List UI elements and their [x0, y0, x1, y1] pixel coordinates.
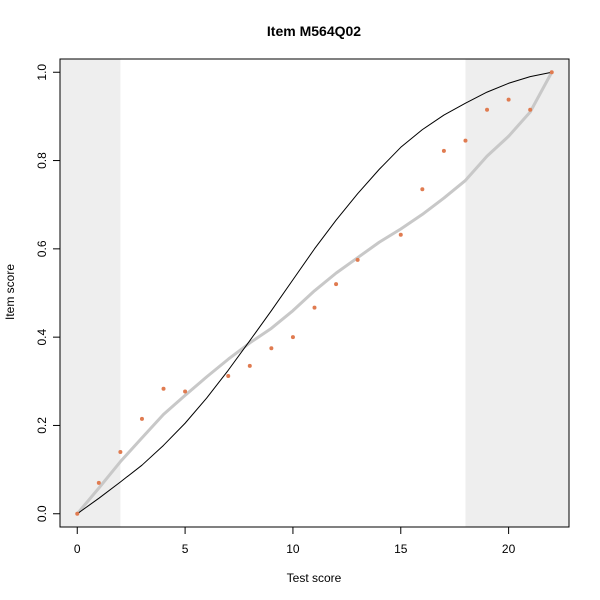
- y-tick-label: 0.8: [35, 152, 49, 169]
- data-point: [75, 511, 80, 516]
- x-axis: 0 5 10 15 20: [74, 527, 516, 556]
- data-point: [441, 148, 446, 153]
- x-tick-label: 20: [502, 542, 516, 556]
- data-point: [290, 335, 295, 340]
- x-axis-label: Test score: [287, 571, 342, 585]
- data-point: [463, 138, 468, 143]
- data-point: [269, 346, 274, 351]
- data-point: [528, 107, 533, 112]
- data-point: [139, 416, 144, 421]
- x-tick-label: 5: [182, 542, 189, 556]
- data-point: [161, 386, 166, 391]
- y-tick-label: 0.0: [35, 505, 49, 522]
- shaded-regions: [60, 59, 569, 527]
- data-point: [420, 187, 425, 192]
- data-point: [398, 232, 403, 237]
- data-point: [183, 389, 188, 394]
- y-axis-label: Item score: [3, 264, 17, 320]
- x-tick-label: 10: [286, 542, 300, 556]
- y-tick-label: 0.2: [35, 417, 49, 434]
- y-axis: 0.0 0.2 0.4 0.6 0.8 1.0: [35, 64, 60, 522]
- chart-title: Item M564Q02: [267, 23, 361, 39]
- plot-frame: [59, 58, 570, 528]
- data-point: [334, 282, 339, 287]
- data-point: [118, 449, 123, 454]
- data-point: [485, 107, 490, 112]
- shaded-region-2: [465, 59, 569, 527]
- series-layer: [75, 70, 554, 516]
- data-point: [549, 70, 554, 75]
- series-line-1: [75, 70, 554, 516]
- x-tick-label: 0: [74, 542, 81, 556]
- data-point: [226, 374, 231, 379]
- data-point: [247, 363, 252, 368]
- data-point: [506, 97, 511, 102]
- x-tick-label: 15: [394, 542, 408, 556]
- data-point: [355, 257, 360, 262]
- series-line-2: [76, 71, 553, 515]
- y-tick-label: 0.4: [35, 328, 49, 345]
- y-tick-label: 0.6: [35, 240, 49, 257]
- shaded-region-1: [60, 59, 121, 527]
- data-point: [96, 480, 101, 485]
- y-tick-label: 1.0: [35, 64, 49, 81]
- data-point: [312, 305, 317, 310]
